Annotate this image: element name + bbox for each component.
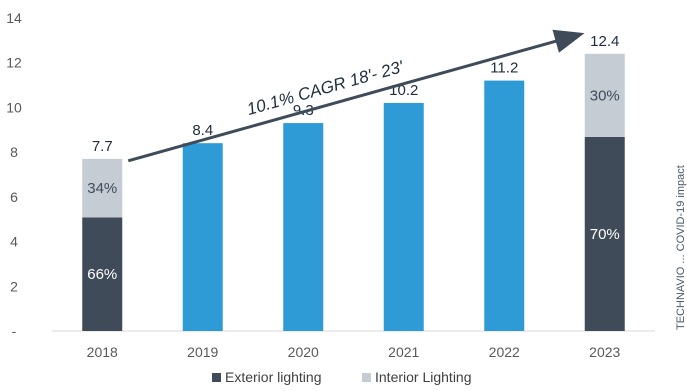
bar-interior-2018 [82, 158, 123, 218]
bars-layer [82, 53, 625, 331]
legend: Exterior lighting Interior Lighting [212, 369, 472, 385]
x-tick-label: 2023 [589, 344, 620, 360]
cagr-annotation: 10.1% CAGR 18'- 23' [245, 57, 406, 119]
total-label-2022: 11.2 [490, 60, 518, 77]
y-tick-label: 2 [10, 278, 18, 294]
side-vertical-text: TECHNAVIO ... COVID-19 impact [675, 165, 687, 330]
x-tick-label: 2020 [288, 344, 319, 360]
y-tick-label: 14 [6, 10, 22, 26]
bar-total-2021 [383, 102, 424, 331]
total-label-2019: 8.4 [192, 122, 213, 139]
total-label-2023: 12.4 [590, 33, 619, 50]
y-tick-label: 12 [6, 55, 22, 71]
y-tick-label: 8 [10, 144, 18, 160]
axis-layer: - 2 4 6 8 10 12 14 2018 2019 2020 2021 2022 2023 [6, 10, 655, 360]
bar-interior-2023 [584, 53, 625, 137]
y-tick-label: - [12, 323, 17, 339]
share-label-exterior-2023: 70% [590, 226, 620, 243]
legend-swatch-interior [362, 373, 371, 382]
x-tick-label: 2019 [187, 344, 218, 360]
y-tick-label: 4 [10, 234, 18, 250]
share-label-interior-2018: 34% [87, 180, 117, 197]
bar-total-2020 [283, 123, 324, 331]
labels-layer: 66%34%7.78.49.310.211.270%30%12.4 [87, 33, 620, 283]
legend-label-interior: Interior Lighting [375, 369, 472, 385]
legend-swatch-exterior [212, 373, 221, 382]
x-tick-label: 2021 [388, 344, 419, 360]
x-tick-label: 2022 [489, 344, 520, 360]
bar-exterior-2023 [584, 136, 625, 331]
x-tick-label: 2018 [87, 344, 118, 360]
total-label-2018: 7.7 [92, 138, 113, 155]
cagr-arrow [127, 29, 585, 163]
share-label-interior-2023: 30% [590, 87, 620, 104]
y-tick-label: 6 [10, 189, 18, 205]
bar-total-2022 [484, 80, 525, 331]
bar-total-2019 [182, 143, 223, 331]
share-label-exterior-2018: 66% [87, 266, 117, 283]
legend-label-exterior: Exterior lighting [225, 369, 322, 385]
y-tick-label: 10 [6, 99, 22, 115]
bar-exterior-2018 [82, 217, 123, 331]
